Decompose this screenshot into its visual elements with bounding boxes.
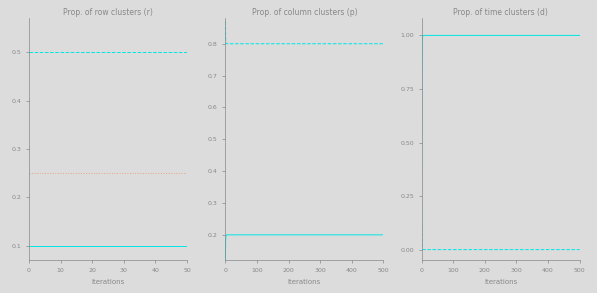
Title: Prop. of column clusters (p): Prop. of column clusters (p) — [251, 8, 357, 18]
Title: Prop. of time clusters (d): Prop. of time clusters (d) — [453, 8, 548, 18]
X-axis label: Iterations: Iterations — [484, 279, 517, 285]
X-axis label: Iterations: Iterations — [288, 279, 321, 285]
Title: Prop. of row clusters (r): Prop. of row clusters (r) — [63, 8, 153, 18]
X-axis label: Iterations: Iterations — [91, 279, 125, 285]
